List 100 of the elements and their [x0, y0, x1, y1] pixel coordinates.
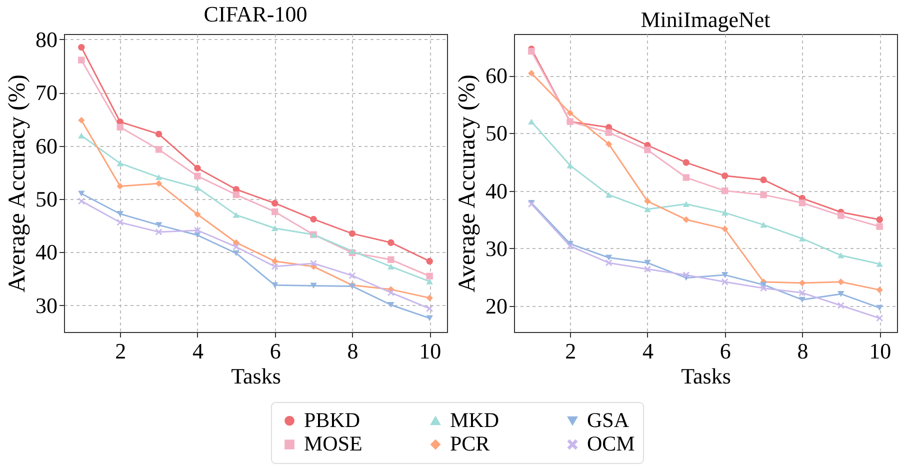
- point: [798, 236, 806, 242]
- point: [426, 305, 433, 312]
- point: [876, 261, 883, 267]
- point: [194, 227, 201, 234]
- point: [271, 225, 278, 232]
- point: [388, 302, 394, 308]
- point: [194, 172, 201, 180]
- point: [78, 116, 85, 124]
- point: [232, 250, 240, 256]
- x-tick-label: 4: [192, 338, 204, 364]
- point: [760, 191, 767, 198]
- point: [876, 304, 883, 311]
- point: [798, 280, 806, 286]
- point: [528, 118, 535, 125]
- point: [838, 291, 844, 297]
- point: [760, 282, 767, 288]
- point: [682, 216, 690, 223]
- point: [388, 264, 394, 270]
- y-tick-label: 40: [36, 240, 58, 265]
- point: [644, 198, 651, 205]
- point: [760, 222, 767, 228]
- point: [388, 239, 394, 246]
- x-tick-label: 10: [869, 338, 892, 364]
- point: [566, 110, 574, 116]
- legend-label: MOSE: [304, 432, 362, 456]
- point: [194, 184, 201, 191]
- point: [310, 216, 317, 223]
- point: [426, 278, 433, 284]
- legend-label: PCR: [450, 432, 490, 456]
- y-tick-label: 80: [36, 26, 58, 52]
- y-tick-label: 40: [486, 178, 508, 204]
- point: [116, 182, 124, 190]
- x-axis-title: Tasks: [231, 364, 281, 388]
- point: [116, 219, 124, 226]
- y-tick-label: 50: [36, 186, 58, 212]
- point: [194, 164, 201, 172]
- x-tick-label: 6: [720, 338, 731, 364]
- point: [78, 44, 85, 51]
- point: [760, 284, 767, 292]
- point: [682, 272, 690, 278]
- point: [271, 258, 278, 265]
- point: [388, 289, 394, 296]
- point: [271, 263, 278, 270]
- point: [388, 256, 394, 263]
- y-tick-label: 30: [486, 236, 508, 261]
- point: [78, 190, 85, 197]
- point: [605, 254, 612, 261]
- point: [310, 282, 317, 289]
- point: [760, 176, 767, 184]
- y-tick-label: 50: [486, 120, 508, 146]
- point: [721, 172, 728, 180]
- point: [838, 252, 844, 258]
- point: [838, 212, 844, 219]
- point: [682, 174, 690, 181]
- point: [155, 180, 162, 187]
- legend-label: GSA: [587, 408, 630, 432]
- point: [232, 212, 240, 218]
- chart-title: MiniImageNet: [640, 7, 770, 32]
- x-tick-label: 8: [797, 338, 808, 364]
- x-tick-label: 4: [642, 338, 654, 364]
- point: [721, 210, 728, 216]
- point: [605, 129, 612, 136]
- point: [528, 70, 535, 77]
- point: [721, 225, 728, 232]
- point: [644, 206, 651, 212]
- legend-label: MKD: [450, 408, 500, 432]
- y-tick-label: 20: [486, 294, 508, 319]
- point: [682, 159, 690, 166]
- point: [232, 191, 240, 198]
- point: [426, 315, 433, 322]
- y-axis-title: Average Accuracy (%): [454, 74, 480, 293]
- x-tick-label: 2: [565, 338, 576, 364]
- legend-label: OCM: [587, 432, 636, 456]
- point: [838, 278, 844, 286]
- point: [528, 48, 535, 55]
- x-axis-title: Tasks: [681, 364, 731, 388]
- point: [798, 289, 806, 296]
- point: [876, 314, 883, 322]
- x-tick-label: 6: [270, 338, 281, 364]
- point: [644, 260, 651, 266]
- point: [721, 187, 728, 194]
- point: [271, 200, 278, 207]
- point: [155, 146, 162, 153]
- point: [876, 216, 883, 223]
- point: [838, 302, 844, 309]
- point: [155, 174, 162, 180]
- point: [682, 201, 690, 207]
- point: [721, 278, 728, 286]
- point: [426, 272, 433, 280]
- point: [876, 223, 883, 230]
- point: [78, 198, 85, 204]
- x-tick-label: 2: [115, 338, 126, 364]
- point: [348, 272, 356, 279]
- point: [271, 282, 278, 288]
- point: [348, 230, 356, 237]
- point: [426, 258, 433, 265]
- y-axis-title: Average Accuracy (%): [4, 74, 30, 293]
- point: [605, 140, 612, 148]
- legend-label: PBKD: [304, 408, 360, 432]
- point: [876, 286, 883, 294]
